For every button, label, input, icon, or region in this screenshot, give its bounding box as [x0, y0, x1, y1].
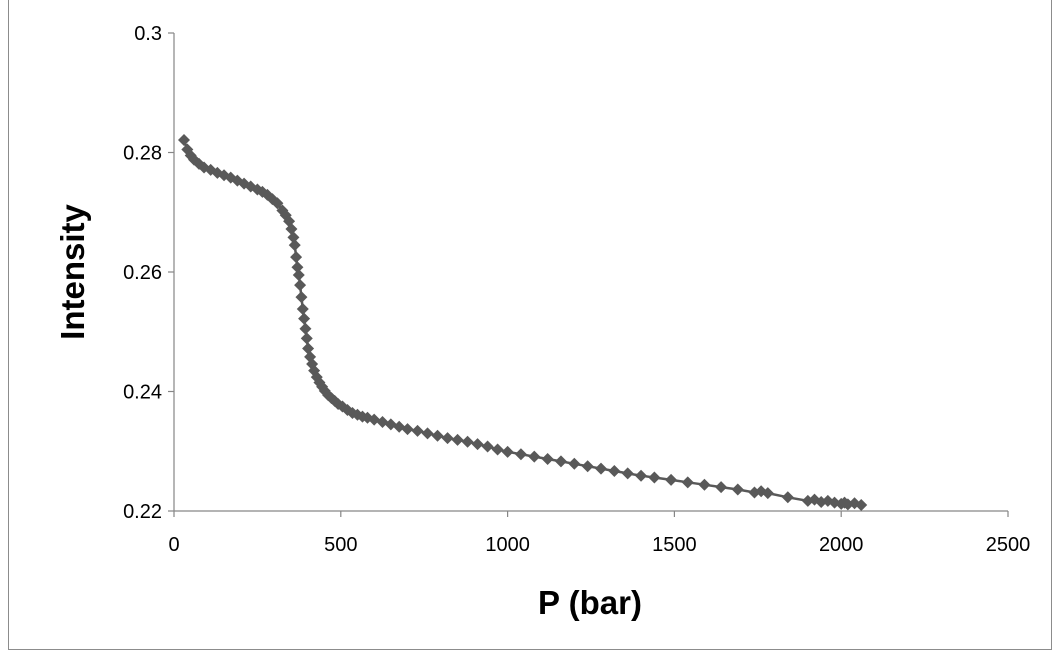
data-point — [481, 440, 494, 453]
data-point — [178, 133, 191, 146]
x-tick-label: 0 — [168, 534, 179, 556]
y-tick-label: 0.26 — [123, 262, 162, 284]
x-tick-label: 1000 — [485, 534, 530, 556]
data-point — [514, 448, 527, 461]
data-point — [554, 455, 567, 468]
y-tick-label: 0.24 — [123, 382, 162, 404]
y-tick-label: 0.28 — [123, 143, 162, 165]
y-tick-label: 0.3 — [134, 23, 162, 45]
data-point — [648, 471, 661, 484]
data-point — [541, 453, 554, 466]
data-point — [421, 427, 434, 440]
data-point — [568, 457, 581, 470]
data-point — [401, 423, 414, 436]
data-point — [501, 445, 514, 458]
y-tick-label: 0.22 — [123, 501, 162, 523]
x-tick-label: 2500 — [986, 534, 1031, 556]
data-point — [665, 473, 678, 486]
data-point — [411, 424, 424, 437]
axes — [168, 32, 1009, 517]
x-axis-title: P (bar) — [538, 584, 642, 621]
x-tick-label: 1500 — [652, 534, 697, 556]
data-point — [302, 342, 315, 355]
x-tick-label: 500 — [324, 534, 357, 556]
y-axis-title: Intensity — [54, 204, 91, 340]
data-point — [294, 279, 307, 292]
data-point — [471, 438, 484, 451]
data-point — [781, 491, 794, 504]
x-tick-label: 2000 — [819, 534, 864, 556]
data-point — [491, 443, 504, 456]
data-point — [451, 433, 464, 446]
data-point — [291, 261, 304, 274]
chart-frame — [8, 0, 1052, 650]
data-point — [300, 332, 313, 345]
data-point — [635, 469, 648, 482]
data-point — [608, 464, 621, 477]
data-point — [595, 462, 608, 475]
data-point — [581, 460, 594, 473]
data-point — [715, 481, 728, 494]
data-point — [431, 429, 444, 442]
data-point — [441, 432, 454, 445]
data-point — [290, 251, 303, 264]
data-point — [621, 467, 634, 480]
data-series — [178, 133, 868, 512]
data-point — [298, 312, 311, 325]
data-point — [287, 231, 300, 244]
data-point — [288, 239, 301, 252]
data-point — [292, 268, 305, 281]
data-point — [681, 476, 694, 489]
data-point — [285, 222, 298, 235]
data-point — [761, 487, 774, 500]
data-point — [296, 303, 309, 316]
data-point — [299, 322, 312, 335]
data-point — [461, 435, 474, 448]
data-point — [698, 478, 711, 491]
data-point — [855, 499, 868, 512]
data-point — [271, 197, 284, 210]
data-point — [731, 483, 744, 496]
data-point — [528, 450, 541, 463]
data-point — [295, 291, 308, 304]
tick-labels: 0.22 0.24 0.26 0.28 0.3 0 500 1000 1500 2000 2500 — [123, 23, 1030, 556]
